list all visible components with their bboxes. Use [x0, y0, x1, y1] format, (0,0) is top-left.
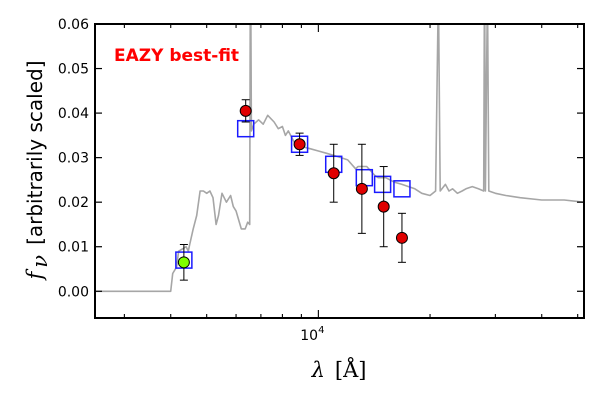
observed-point — [327, 143, 340, 203]
ticks: 0.00 0.01 0.02 0.03 0.04 0.05 0.06 104 — [58, 17, 584, 344]
sed-layer — [95, 24, 584, 293]
observed-marker — [355, 182, 368, 195]
observed-point — [395, 212, 408, 263]
y-tick-label: 0.04 — [58, 106, 89, 122]
model-point — [355, 168, 374, 187]
observed-marker — [293, 138, 306, 151]
y-tick-label: 0.03 — [58, 151, 89, 167]
model-point — [393, 180, 411, 198]
plot-frame — [94, 23, 585, 319]
sed-line — [95, 24, 584, 293]
observed-marker — [239, 104, 252, 117]
y-tick-label: 0.01 — [58, 240, 89, 256]
y-tick-label: 0.00 — [58, 284, 89, 300]
observed-point — [355, 143, 368, 234]
observed-layer — [177, 99, 408, 281]
model-point — [373, 175, 392, 194]
observed-point — [239, 99, 252, 123]
y-tick-label: 0.02 — [58, 195, 89, 211]
observed-marker — [177, 256, 190, 269]
observed-point — [377, 166, 390, 248]
x-tick-label: 104 — [300, 325, 324, 344]
y-tick-label: 0.05 — [58, 62, 89, 78]
observed-point — [177, 244, 190, 281]
y-tick-label: 0.06 — [58, 17, 89, 33]
annotation-label: EAZY best-fit — [114, 46, 239, 66]
observed-point — [293, 132, 306, 156]
observed-marker — [377, 200, 390, 213]
x-axis-title: λ [Å] — [311, 357, 367, 382]
observed-marker — [395, 231, 408, 244]
observed-marker — [327, 167, 340, 180]
y-axis-title: f ν [arbitrarily scaled] — [23, 61, 52, 282]
